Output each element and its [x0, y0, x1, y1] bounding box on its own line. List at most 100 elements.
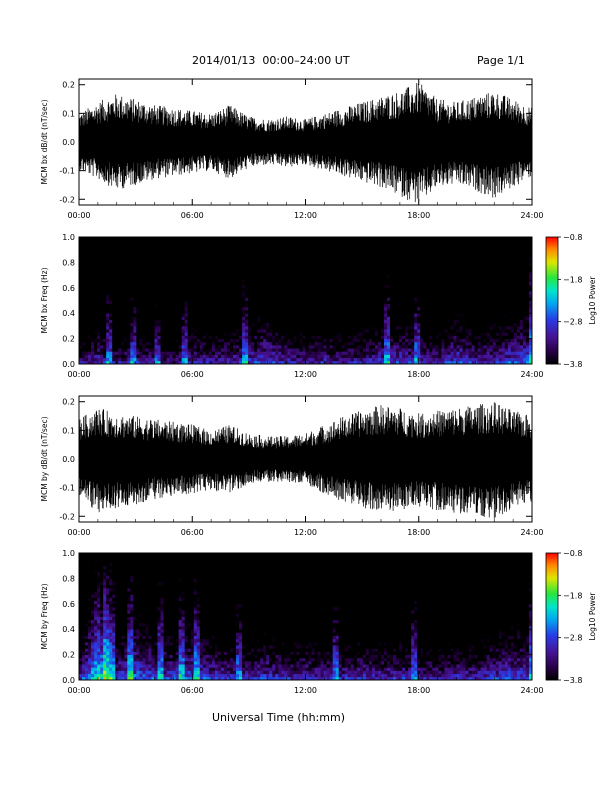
spectrogram-cell	[82, 262, 86, 266]
spectrogram-cell	[362, 252, 367, 257]
spectrogram-cell	[233, 357, 237, 362]
spectrogram-cell	[190, 351, 195, 355]
spectrogram-cell	[347, 287, 352, 292]
spectrogram-cell	[269, 240, 273, 244]
spectrogram-cell	[82, 290, 86, 295]
spectrogram-cell	[332, 348, 337, 352]
spectrogram-cell	[371, 249, 376, 254]
spectrogram-cell	[145, 256, 149, 260]
spectrogram-cell	[290, 357, 294, 362]
spectrogram-cell	[269, 268, 273, 273]
spectrogram-cell	[136, 259, 140, 263]
spectrogram-cell	[350, 265, 355, 270]
spectrogram-cell	[91, 290, 95, 295]
spectrogram-cell	[118, 290, 122, 295]
spectrogram-cell	[414, 322, 418, 327]
spectrogram-cell	[269, 351, 273, 355]
spectrogram-cell	[326, 357, 331, 362]
spectrogram-cell	[272, 316, 276, 320]
spectrogram-cell	[438, 354, 442, 359]
spectrogram-cell	[390, 338, 394, 343]
spectrogram-cell	[287, 322, 291, 327]
spectrogram-cell	[226, 344, 231, 349]
spectrogram-cell	[214, 313, 219, 317]
spectrogram-cell	[202, 271, 207, 276]
spectrogram-cell	[368, 332, 373, 336]
spectrogram-cell	[269, 275, 273, 279]
spectrogram-cell	[220, 357, 225, 362]
spectrogram-cell	[317, 284, 321, 289]
spectrogram-cell	[121, 306, 125, 311]
spectrogram-cell	[226, 341, 231, 346]
spectrogram-cell	[374, 297, 379, 301]
spectrogram-cell	[438, 290, 442, 295]
spectrogram-cell	[103, 297, 107, 301]
spectrogram-cell	[311, 329, 315, 333]
spectrogram-cell	[390, 310, 394, 314]
spectrogram-cell	[377, 351, 382, 355]
spectrogram-cell	[118, 240, 122, 244]
spectrogram-cell	[450, 335, 454, 339]
spectrogram-cell	[130, 300, 134, 305]
spectrogram-cell	[429, 344, 433, 349]
spectrogram-cell	[133, 332, 137, 336]
spectrogram-cell	[175, 243, 180, 247]
spectrogram-cell	[384, 351, 388, 355]
spectrogram-cell	[393, 297, 397, 301]
spectrogram-cell	[109, 341, 113, 346]
spectrogram-cell	[420, 240, 424, 244]
spectrogram-cell	[365, 278, 370, 282]
spectrogram-cell	[284, 294, 288, 298]
spectrogram-cell	[254, 316, 258, 320]
spectrogram-cell	[184, 316, 189, 320]
spectrogram-cell	[308, 294, 312, 298]
spectrogram-cell	[226, 237, 231, 241]
spectrogram-cell	[245, 278, 249, 282]
spectrogram-cell	[148, 278, 152, 282]
spectrogram-cell	[91, 357, 95, 362]
spectrogram-cell	[118, 268, 122, 273]
spectrogram-cell	[317, 357, 321, 362]
spectrogram-cell	[151, 252, 155, 257]
spectrogram-cell	[332, 322, 337, 327]
spectrogram-cell	[239, 262, 243, 266]
spectrogram-cell	[384, 252, 388, 257]
spectrogram-cell	[420, 262, 424, 266]
spectrogram-cell	[429, 360, 433, 365]
spectrogram-cell	[399, 240, 403, 244]
spectrogram-cell	[356, 246, 361, 251]
spectrogram-cell	[199, 319, 204, 324]
spectrogram-cell	[275, 300, 279, 305]
spectrogram-cell	[329, 357, 334, 362]
spectrogram-cell	[320, 290, 325, 295]
spectrogram-cell	[163, 246, 167, 251]
spectrogram-cell	[118, 310, 122, 314]
spectrogram-cell	[254, 243, 258, 247]
spectrogram-cell	[305, 357, 309, 362]
spectrogram-cell	[94, 348, 98, 352]
spectrogram-cell	[405, 322, 409, 327]
spectrogram-cell	[236, 354, 240, 359]
spectrogram-cell	[347, 335, 352, 339]
spectrogram-cell	[172, 240, 177, 244]
spectrogram-cell	[230, 360, 234, 365]
spectrogram-cell	[281, 249, 285, 254]
spectrogram-cell	[88, 259, 92, 263]
spectrogram-cell	[411, 360, 415, 365]
spectrogram-cell	[91, 338, 95, 343]
spectrogram-cell	[230, 249, 234, 254]
spectrogram-cell	[226, 325, 231, 330]
spectrogram-cell	[121, 329, 125, 333]
spectrogram-cell	[85, 252, 89, 257]
y-tick-label: -0.1	[59, 167, 75, 176]
spectrogram-cell	[408, 316, 412, 320]
spectrogram-cell	[115, 284, 119, 289]
spectrogram-cell	[79, 265, 83, 270]
spectrogram-cell	[335, 246, 340, 251]
spectrogram-cell	[230, 313, 234, 317]
spectrogram-cell	[214, 310, 219, 314]
spectrogram-cell	[193, 335, 198, 339]
spectrogram-cell	[296, 252, 300, 257]
spectrogram-cell	[281, 246, 285, 251]
spectrogram-cell	[347, 338, 352, 343]
